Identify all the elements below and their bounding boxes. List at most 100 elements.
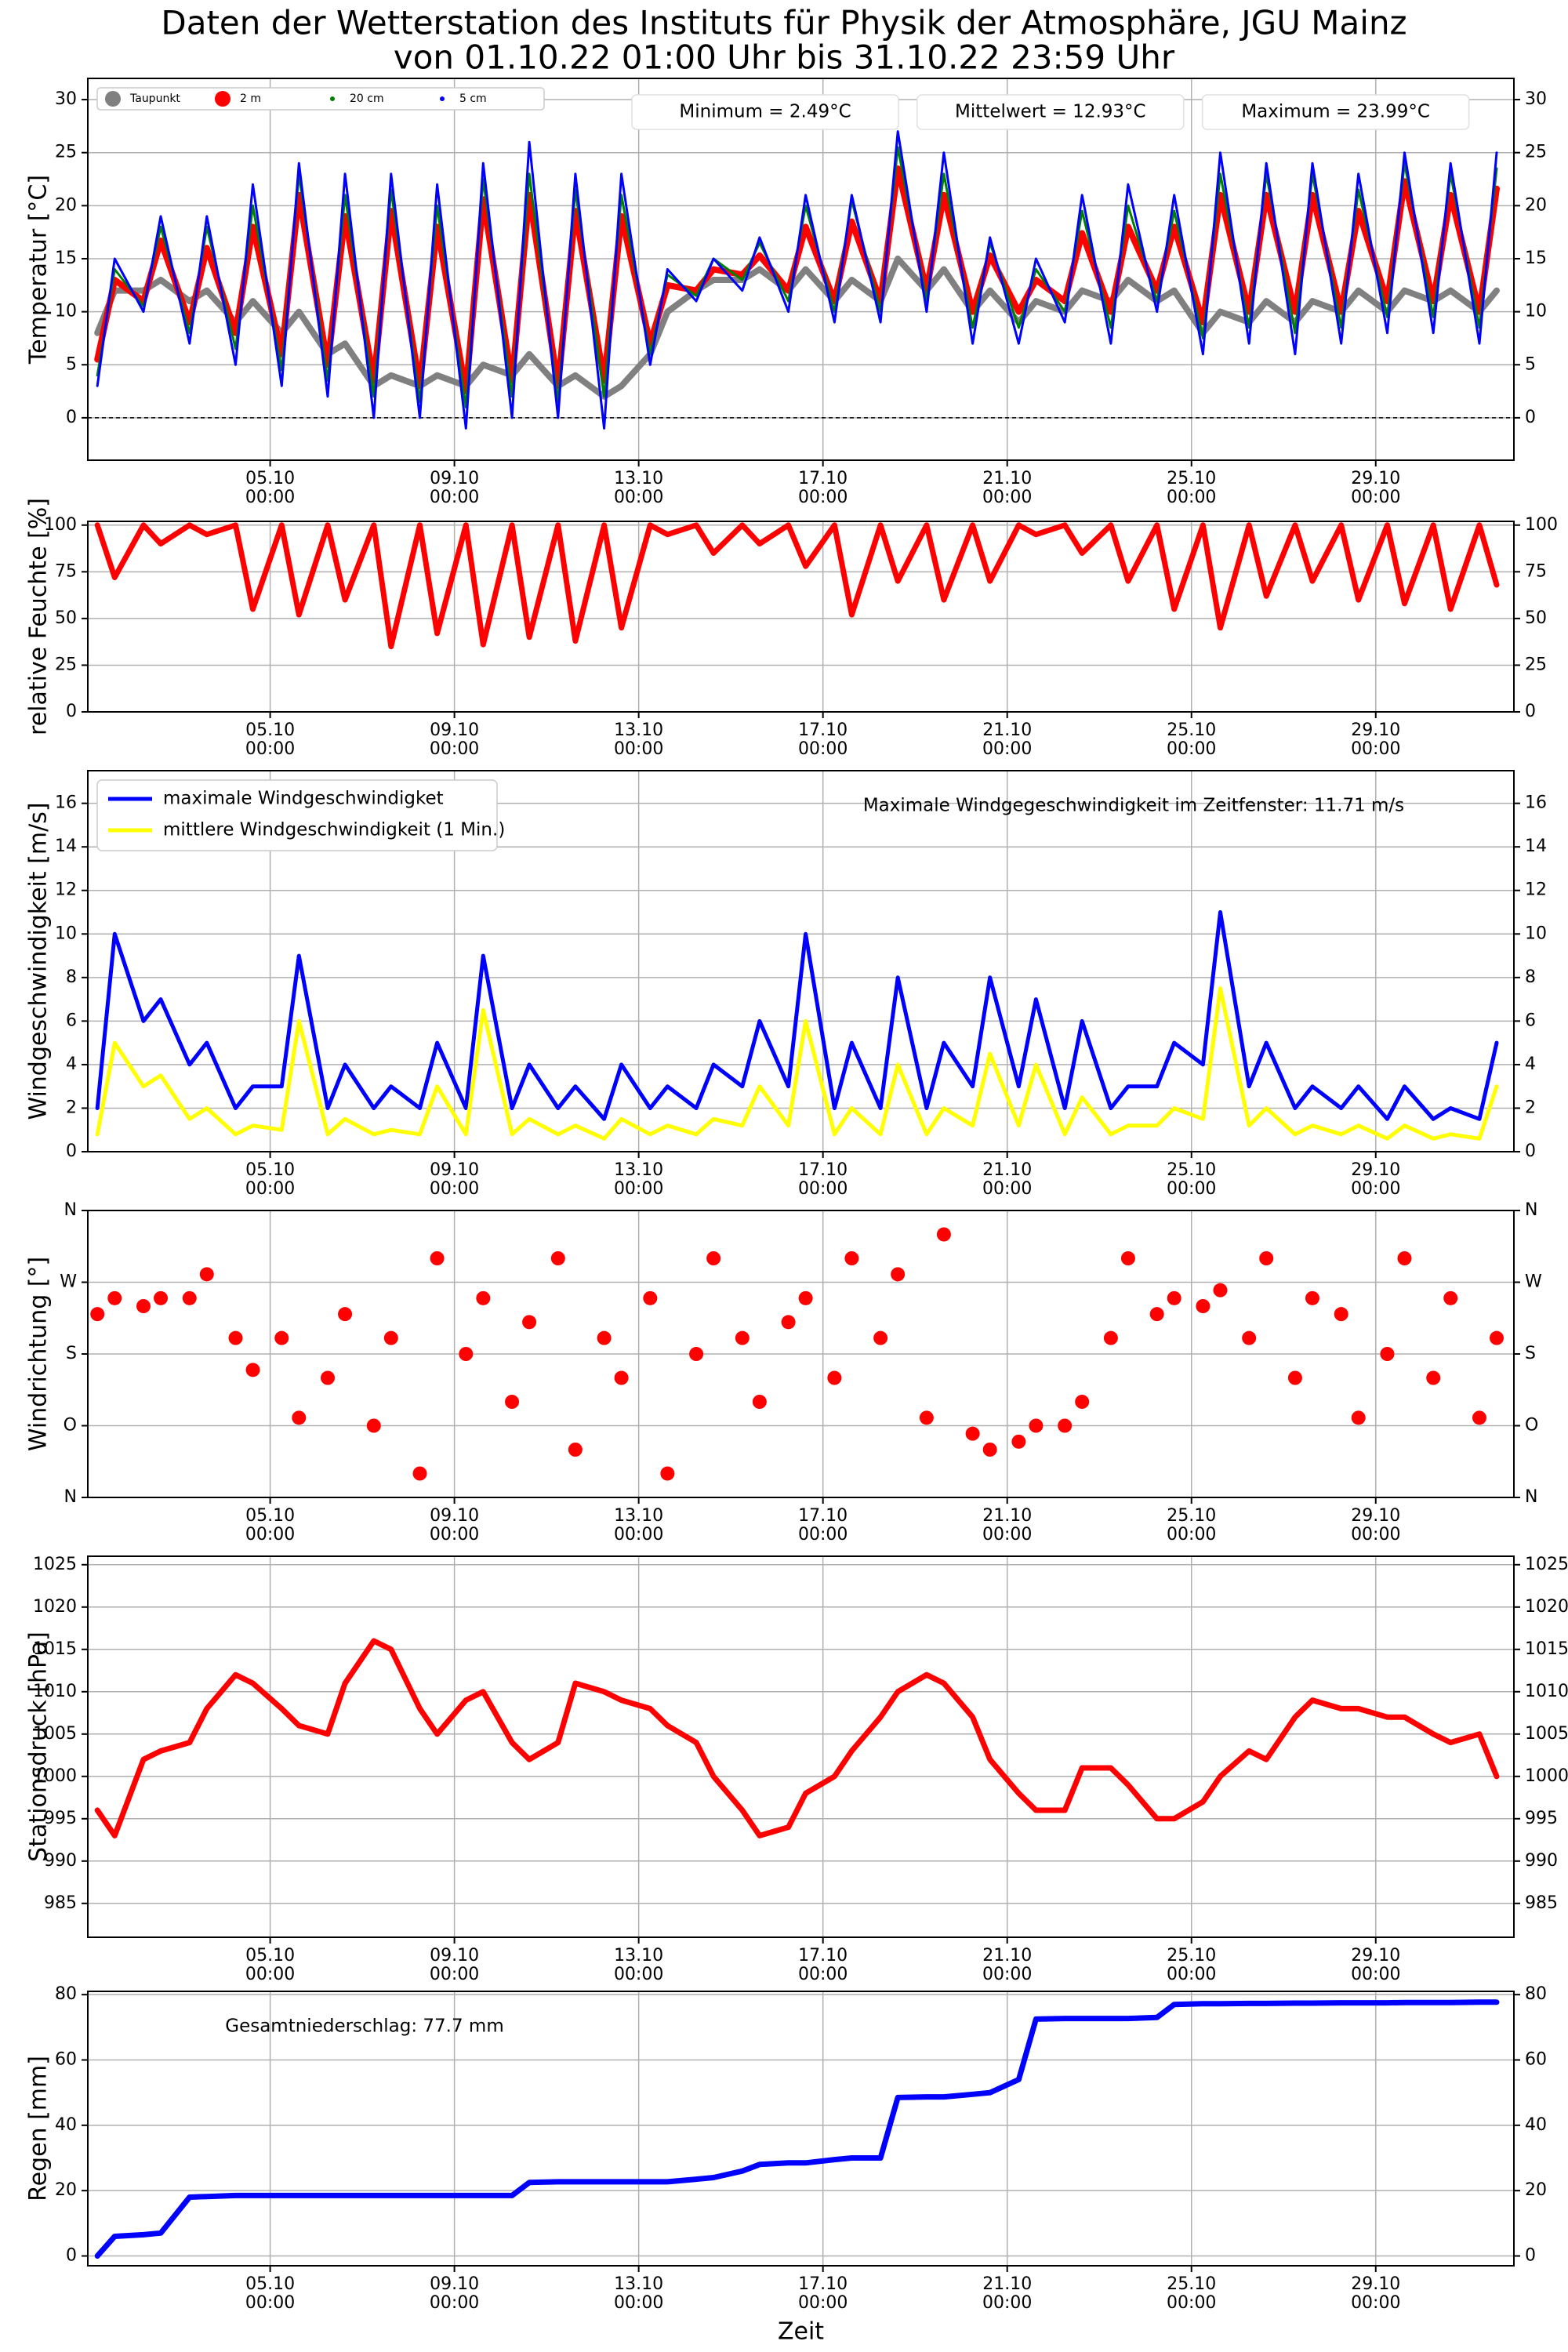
y-tick-label: 25: [55, 655, 77, 674]
y-tick-label: 80: [1525, 1984, 1547, 2004]
data-point: [1472, 1410, 1486, 1425]
plot-frame: [87, 1210, 1515, 1498]
data-point: [1259, 1251, 1274, 1265]
x-tick-label: 29.10 00:00: [1351, 469, 1400, 507]
data-line: [96, 130, 1498, 430]
data-point: [827, 1370, 842, 1385]
x-tick-label: 09.10 00:00: [430, 1160, 479, 1199]
data-point: [1287, 1370, 1302, 1385]
data-point: [505, 1395, 520, 1409]
x-tick-label: 25.10 00:00: [1167, 1946, 1216, 1984]
y-tick-label: W: [1525, 1272, 1542, 1292]
data-point: [1149, 1307, 1164, 1322]
data-point: [550, 1251, 565, 1265]
legend-label: mittlere Windgeschwindigkeit (1 Min.): [163, 820, 505, 840]
y-tick-label: 40: [55, 2115, 77, 2135]
data-point: [614, 1370, 629, 1385]
x-tick-label: 21.10 00:00: [982, 1506, 1032, 1544]
y-tick-label: 25: [55, 143, 77, 162]
legend-label: 5 cm: [459, 93, 487, 105]
y-tick-label: 5: [1525, 354, 1536, 374]
title-line: Daten der Wetterstation des Instituts fü…: [161, 4, 1406, 42]
y-tick-label: 0: [1525, 702, 1536, 721]
y-tick-label: 6: [1525, 1011, 1536, 1030]
y-tick-label: 80: [55, 1984, 77, 2004]
y-axis-label: Windrichtung [°]: [25, 1257, 53, 1451]
y-tick-label: 0: [66, 2246, 77, 2266]
data-point: [430, 1251, 445, 1265]
data-point: [1242, 1330, 1257, 1345]
y-tick-label: O: [1525, 1416, 1538, 1436]
y-axis-label: Stationsdruck [hPa]: [25, 1632, 53, 1862]
legend-label: 2 m: [240, 93, 261, 105]
data-point: [936, 1227, 951, 1242]
data-layer: [94, 1999, 1500, 2259]
data-point: [1334, 1307, 1348, 1322]
x-tick-label: 09.10 00:00: [430, 1946, 479, 1984]
data-point: [1103, 1330, 1118, 1345]
legend-box: [96, 87, 545, 111]
y-tick-label: 75: [55, 561, 77, 581]
data-point: [597, 1330, 612, 1345]
data-point: [292, 1410, 307, 1425]
y-tick-label: 990: [1525, 1851, 1558, 1871]
x-tick-label: 17.10 00:00: [798, 2274, 848, 2313]
y-tick-label: 1020: [1525, 1597, 1568, 1617]
y-tick-label: 4: [1525, 1054, 1536, 1074]
y-tick-label: 6: [66, 1011, 77, 1030]
x-tick-label: 29.10 00:00: [1351, 1160, 1400, 1199]
y-axis-label: relative Feuchte [%]: [25, 498, 53, 735]
y-tick-label: 1005: [1525, 1724, 1568, 1744]
data-point: [338, 1307, 353, 1322]
x-tick-label: 09.10 00:00: [430, 469, 479, 507]
data-point: [412, 1466, 427, 1481]
y-tick-label: 16: [55, 793, 77, 813]
annotation: Maximum = 23.99°C: [1241, 102, 1430, 122]
y-tick-label: 0: [66, 1142, 77, 1161]
data-point: [154, 1290, 169, 1305]
y-tick-label: 0: [66, 702, 77, 721]
y-tick-label: 100: [1525, 515, 1558, 535]
y-tick-label: N: [64, 1487, 77, 1507]
data-point: [706, 1251, 721, 1265]
x-tick-label: 17.10 00:00: [798, 720, 848, 759]
legend-marker: [330, 96, 335, 101]
y-tick-label: 12: [55, 880, 77, 900]
x-tick-label: 09.10 00:00: [430, 2274, 479, 2313]
x-tick-label: 13.10 00:00: [614, 1160, 663, 1199]
y-tick-label: 995: [1525, 1809, 1558, 1828]
y-tick-label: 60: [55, 2050, 77, 2070]
y-axis-label: Regen [mm]: [25, 2056, 53, 2201]
x-tick-label: 17.10 00:00: [798, 469, 848, 507]
x-tick-label: 25.10 00:00: [1167, 1160, 1216, 1199]
data-point: [643, 1290, 658, 1305]
annotation-box: [1201, 94, 1470, 130]
x-tick-label: 25.10 00:00: [1167, 720, 1216, 759]
annotation: Gesamtniederschlag: 77.7 mm: [225, 2016, 503, 2037]
legend-marker: [105, 91, 121, 107]
data-point: [982, 1443, 997, 1457]
x-tick-label: 29.10 00:00: [1351, 2274, 1400, 2313]
y-tick-label: 995: [44, 1809, 77, 1828]
plot-frame: [87, 770, 1515, 1152]
annotation: Maximale Windgegeschwindigkeit im Zeitfe…: [863, 796, 1404, 816]
legend-box: [96, 779, 498, 851]
data-point: [568, 1443, 583, 1457]
x-tick-label: 17.10 00:00: [798, 1946, 848, 1984]
x-tick-label: 05.10 00:00: [245, 2274, 295, 2313]
y-tick-label: 10: [55, 302, 77, 321]
y-tick-label: N: [64, 1200, 77, 1220]
data-point: [1029, 1418, 1044, 1433]
data-point: [1490, 1330, 1504, 1345]
x-tick-label: 09.10 00:00: [430, 720, 479, 759]
y-axis-label: Windgeschwindigkeit [m/s]: [25, 802, 53, 1120]
data-layer: [94, 1638, 1500, 1838]
data-point: [1397, 1251, 1412, 1265]
data-layer: [94, 522, 1500, 650]
data-layer: [94, 130, 1500, 430]
plot-frame: [87, 78, 1515, 461]
y-tick-label: 40: [1525, 2115, 1547, 2135]
y-tick-label: 30: [55, 89, 77, 109]
y-tick-label: 20: [1525, 2180, 1547, 2200]
